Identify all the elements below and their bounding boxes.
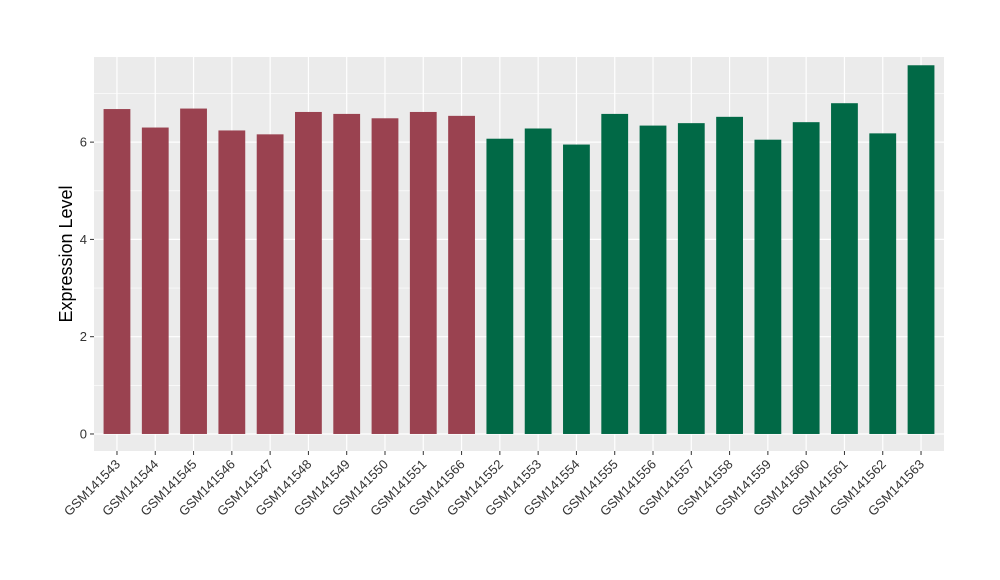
- bar-GSM141549: [333, 113, 361, 434]
- bar-GSM141553: [524, 128, 552, 434]
- bar-GSM141550: [371, 118, 399, 434]
- bar-GSM141548: [295, 111, 322, 434]
- bar-GSM141557: [677, 123, 705, 434]
- bar-GSM141558: [716, 116, 743, 434]
- bar-GSM141566: [448, 115, 475, 434]
- y-tick-label: 2: [80, 329, 87, 344]
- bar-GSM141555: [601, 113, 629, 434]
- bar-GSM141556: [639, 125, 667, 434]
- y-axis-title: Expression Level: [56, 185, 76, 322]
- bar-GSM141559: [754, 139, 782, 434]
- y-tick-label: 6: [80, 135, 87, 150]
- bar-GSM141543: [103, 109, 131, 434]
- y-axis-ticks: 0 2 4 6: [80, 135, 94, 441]
- bar-GSM141544: [141, 127, 169, 434]
- bar-GSM141562: [869, 133, 897, 434]
- bar-GSM141563: [907, 65, 935, 434]
- y-tick-label: 4: [80, 232, 87, 247]
- x-axis-ticks: GSM141543GSM141544GSM141545GSM141546GSM1…: [61, 451, 927, 519]
- bar-GSM141551: [409, 111, 437, 434]
- bar-GSM141560: [792, 122, 820, 434]
- bar-GSM141546: [218, 130, 246, 434]
- bar-GSM141561: [831, 103, 858, 434]
- y-tick-label: 0: [80, 426, 87, 441]
- bar-GSM141554: [563, 144, 590, 434]
- bar-GSM141547: [256, 134, 284, 434]
- bar-GSM141552: [486, 138, 514, 434]
- bar-GSM141545: [180, 108, 207, 434]
- bars: [103, 65, 935, 434]
